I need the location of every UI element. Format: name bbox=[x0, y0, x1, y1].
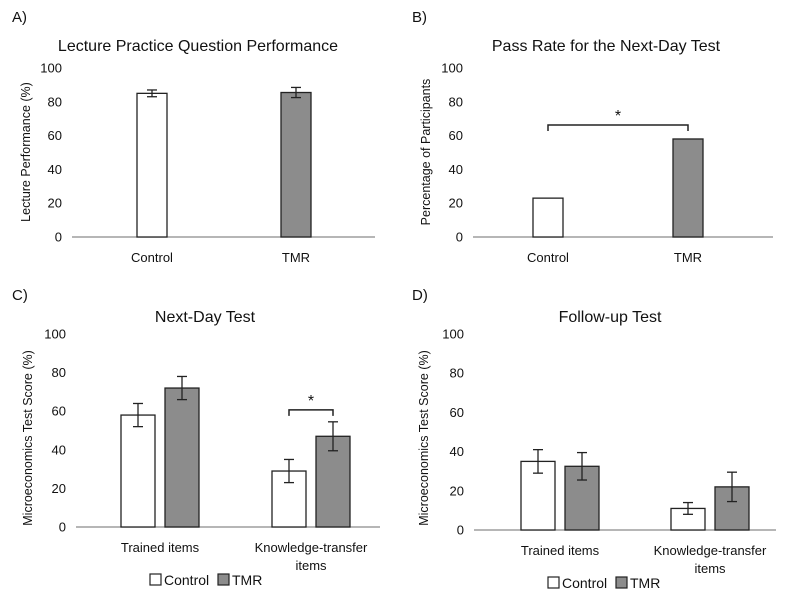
y-tick-label: 20 bbox=[449, 196, 463, 211]
y-axis-label: Percentage of Participants bbox=[419, 79, 433, 226]
y-tick-label: 0 bbox=[456, 230, 463, 245]
bar-control bbox=[120, 414, 156, 528]
legend-swatch-tmr bbox=[615, 576, 628, 589]
panel-letter: D) bbox=[412, 287, 428, 304]
y-tick-label: 60 bbox=[48, 128, 62, 143]
significance-bracket bbox=[288, 409, 334, 416]
category-label: Trained items bbox=[121, 540, 200, 555]
y-tick-label: 80 bbox=[449, 94, 463, 109]
category-label: Control bbox=[527, 250, 569, 265]
category-label: TMR bbox=[674, 250, 702, 265]
bar-tmr bbox=[164, 387, 200, 528]
legend-label: TMR bbox=[630, 575, 660, 591]
chart-panel-3: C) Next-Day Test Microeconomics Test Score… bbox=[12, 287, 380, 588]
legend-label: Control bbox=[164, 572, 209, 588]
y-tick-label: 0 bbox=[457, 523, 464, 538]
category-label: Knowledge-transfer items bbox=[255, 540, 368, 573]
y-tick-label: 0 bbox=[59, 520, 66, 535]
chart-panel-2: B) Pass Rate for the Next-Day Test Percent… bbox=[412, 9, 773, 265]
chart-title: Lecture Practice Question Performance bbox=[58, 38, 338, 55]
legend-label: TMR bbox=[232, 572, 262, 588]
chart-panel-4: D) Follow-up Test Microeconomics Test Scor… bbox=[412, 287, 776, 591]
y-tick-label: 20 bbox=[52, 481, 66, 496]
legend-swatch-control bbox=[547, 576, 560, 589]
bar-tmr bbox=[280, 91, 312, 238]
category-label-line: items bbox=[295, 558, 327, 573]
category-label: TMR bbox=[282, 250, 310, 265]
y-tick-label: 60 bbox=[449, 128, 463, 143]
chart-title: Pass Rate for the Next-Day Test bbox=[492, 38, 721, 55]
bar-tmr bbox=[672, 138, 704, 238]
y-tick-label: 20 bbox=[48, 196, 62, 211]
y-tick-label: 100 bbox=[441, 61, 463, 76]
chart-title: Next-Day Test bbox=[155, 309, 256, 326]
y-axis-label: Microeconomics Test Score (%) bbox=[21, 350, 35, 526]
legend-swatch-control bbox=[149, 573, 162, 586]
y-axis-label: Microeconomics Test Score (%) bbox=[417, 350, 431, 526]
panel-letter: A) bbox=[12, 9, 27, 26]
y-tick-label: 80 bbox=[450, 366, 464, 381]
y-tick-label: 100 bbox=[40, 61, 62, 76]
bar-control bbox=[520, 460, 556, 531]
category-label-line: items bbox=[694, 561, 726, 576]
bar-control bbox=[532, 197, 564, 238]
chart-title: Follow-up Test bbox=[559, 309, 662, 326]
y-tick-label: 60 bbox=[450, 405, 464, 420]
category-label-line: Knowledge-transfer bbox=[255, 540, 368, 555]
y-tick-label: 20 bbox=[450, 483, 464, 498]
y-tick-label: 80 bbox=[52, 365, 66, 380]
category-label-line: Knowledge-transfer bbox=[654, 543, 767, 558]
significance-star: * bbox=[615, 108, 621, 125]
y-axis-label: Lecture Performance (%) bbox=[19, 82, 33, 222]
panel-letter: B) bbox=[412, 9, 427, 26]
y-tick-label: 100 bbox=[44, 327, 66, 342]
legend-label: Control bbox=[562, 575, 607, 591]
y-tick-label: 40 bbox=[52, 442, 66, 457]
panel-letter: C) bbox=[12, 287, 28, 304]
y-tick-label: 60 bbox=[52, 404, 66, 419]
category-label: Control bbox=[131, 250, 173, 265]
category-label: Knowledge-transfer items bbox=[654, 543, 767, 576]
y-tick-label: 40 bbox=[450, 444, 464, 459]
y-tick-label: 40 bbox=[449, 162, 463, 177]
bar-control bbox=[136, 92, 168, 238]
significance-star: * bbox=[308, 393, 314, 410]
y-tick-label: 0 bbox=[55, 230, 62, 245]
category-label: Trained items bbox=[521, 543, 600, 558]
y-tick-label: 80 bbox=[48, 94, 62, 109]
legend-swatch-tmr bbox=[217, 573, 230, 586]
significance-bracket bbox=[547, 124, 689, 131]
y-tick-label: 100 bbox=[442, 327, 464, 342]
chart-panel-1: A) Lecture Practice Question Performance L… bbox=[12, 9, 375, 265]
y-tick-label: 40 bbox=[48, 162, 62, 177]
